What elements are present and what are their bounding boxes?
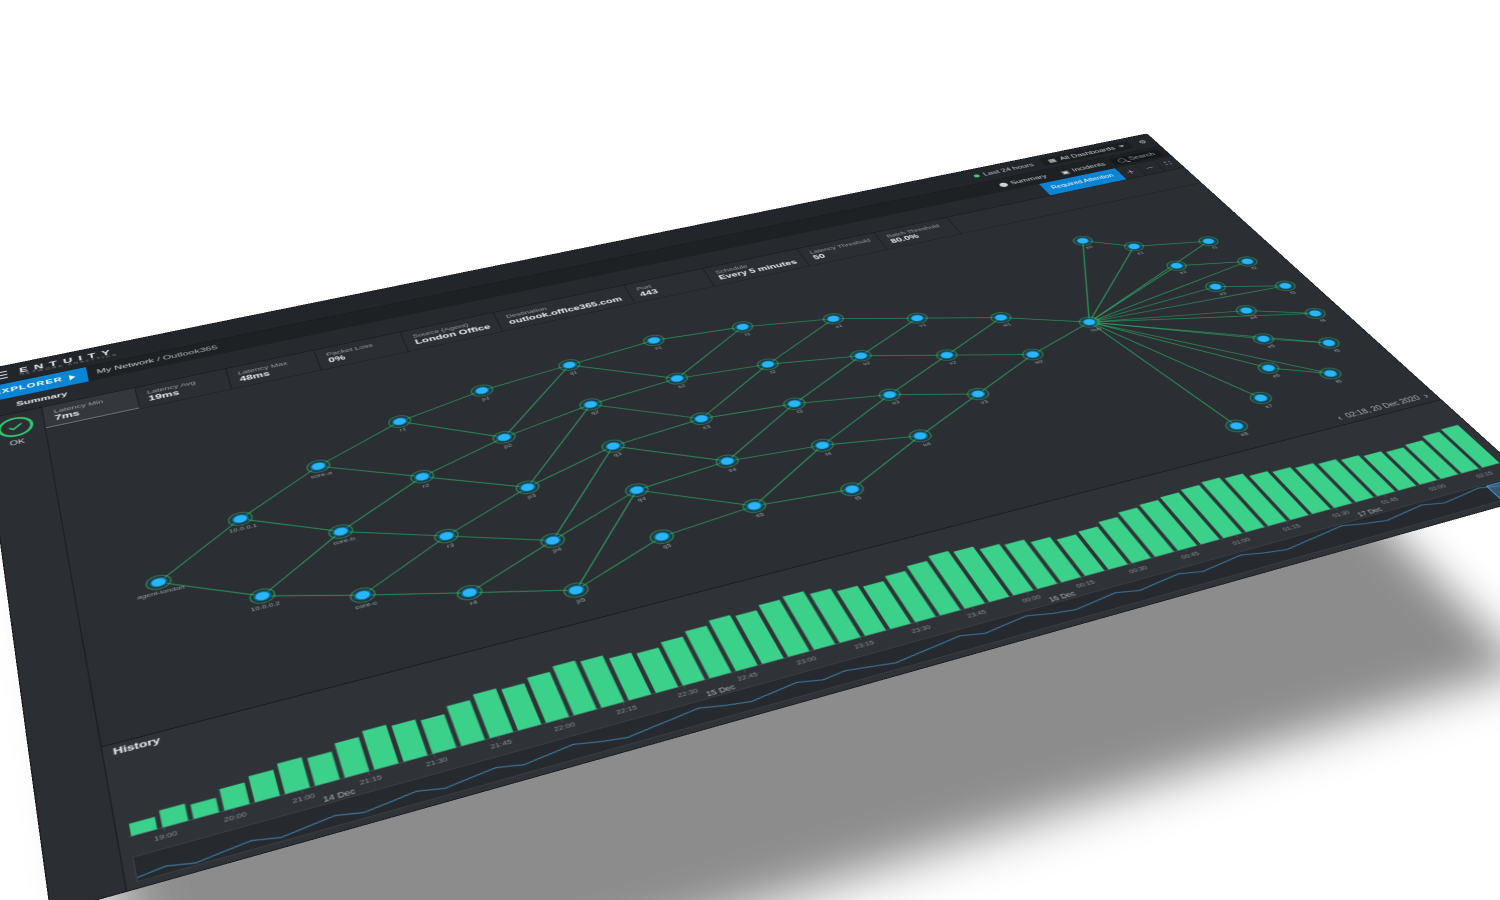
svg-text:e0: e0 [1085, 245, 1094, 249]
incidents-icon: ▣ [1059, 169, 1072, 176]
status-text: OK [9, 438, 25, 447]
svg-text:s3: s3 [702, 425, 712, 431]
svg-text:22:30: 22:30 [677, 688, 700, 699]
svg-text:t3: t3 [796, 410, 804, 415]
svg-text:00:30: 00:30 [1128, 565, 1149, 575]
svg-text:e1: e1 [1136, 251, 1145, 255]
svg-text:f4: f4 [1319, 319, 1327, 323]
svg-text:e7: e7 [1264, 404, 1274, 409]
svg-text:21:15: 21:15 [359, 775, 383, 787]
svg-text:01:15: 01:15 [1282, 524, 1303, 533]
svg-text:02:15: 02:15 [1475, 471, 1495, 480]
svg-text:01:30: 01:30 [1331, 510, 1352, 519]
status-dot-icon [973, 174, 981, 178]
svg-text:01:45: 01:45 [1380, 497, 1400, 506]
svg-text:s1: s1 [654, 346, 663, 351]
svg-text:f5: f5 [1333, 349, 1342, 354]
svg-text:t1: t1 [744, 332, 752, 337]
svg-text:v3: v3 [980, 400, 990, 405]
svg-text:t4: t4 [824, 452, 832, 457]
svg-text:e6: e6 [1272, 374, 1282, 379]
svg-text:23:45: 23:45 [966, 609, 988, 619]
svg-text:e2: e2 [1179, 271, 1188, 276]
svg-text:t5: t5 [854, 496, 863, 502]
svg-text:p3: p3 [527, 494, 537, 500]
svg-text:q1: q1 [569, 371, 578, 376]
svg-text:r1: r1 [399, 428, 407, 433]
svg-text:p4: p4 [552, 548, 562, 555]
settings-icon[interactable]: ⚙ [1137, 139, 1149, 145]
svg-text:p2: p2 [503, 444, 513, 450]
svg-text:f6: f6 [1335, 379, 1344, 384]
svg-text:e4: e4 [1249, 316, 1259, 321]
svg-text:f2: f2 [1251, 266, 1259, 270]
svg-text:20:00: 20:00 [223, 812, 247, 825]
chevron-right-icon [68, 374, 75, 380]
svg-text:02:00: 02:00 [1428, 484, 1448, 493]
svg-text:23:00: 23:00 [796, 656, 818, 667]
svg-text:agent-london: agent-london [137, 585, 186, 601]
svg-text:e3: e3 [1218, 292, 1228, 297]
svg-text:u1: u1 [834, 324, 843, 329]
svg-text:00:45: 00:45 [1180, 551, 1201, 560]
svg-text:s5: s5 [755, 513, 765, 519]
svg-text:q4: q4 [637, 497, 647, 503]
svg-text:23:30: 23:30 [910, 625, 932, 635]
svg-text:v1: v1 [919, 324, 928, 329]
svg-text:f3: f3 [1289, 291, 1297, 295]
check-icon [5, 420, 25, 434]
svg-text:22:15: 22:15 [616, 705, 639, 716]
svg-text:u2: u2 [862, 361, 872, 366]
svg-text:w1: w1 [1001, 323, 1013, 328]
menu-icon[interactable] [0, 370, 8, 381]
svg-text:23:15: 23:15 [854, 640, 876, 651]
svg-text:e5: e5 [1267, 344, 1277, 349]
svg-text:q3: q3 [613, 452, 623, 458]
chevron-down-icon [1118, 145, 1126, 148]
svg-text:r2: r2 [422, 483, 430, 489]
svg-text:s4: s4 [728, 468, 738, 474]
svg-text:v2: v2 [949, 361, 958, 366]
svg-text:r3: r3 [446, 543, 455, 549]
svg-text:e8: e8 [1240, 432, 1251, 438]
status-ok-badge [0, 414, 34, 440]
svg-text:w2: w2 [1033, 360, 1045, 366]
svg-text:t2: t2 [769, 370, 777, 375]
svg-text:q2: q2 [591, 410, 601, 415]
svg-text:f1: f1 [1212, 246, 1220, 250]
svg-text:u3: u3 [891, 401, 901, 406]
svg-text:01:00: 01:00 [1231, 537, 1252, 546]
svg-text:p5: p5 [576, 598, 587, 605]
svg-text:q5: q5 [662, 544, 673, 550]
svg-text:19:00: 19:00 [154, 831, 178, 844]
search-icon [1116, 158, 1127, 163]
svg-text:21:45: 21:45 [490, 739, 513, 751]
grid-icon: ▦ [1046, 157, 1059, 163]
svg-text:21:30: 21:30 [425, 757, 449, 769]
svg-text:u4: u4 [922, 442, 932, 448]
svg-text:r4: r4 [470, 600, 479, 607]
svg-text:hub: hub [1090, 327, 1103, 333]
svg-text:22:00: 22:00 [553, 722, 576, 734]
svg-text:p1: p1 [481, 396, 490, 401]
svg-text:s2: s2 [678, 384, 687, 389]
svg-text:00:15: 00:15 [1075, 580, 1096, 590]
svg-text:21:00: 21:00 [292, 793, 316, 805]
svg-text:22:45: 22:45 [737, 672, 759, 683]
svg-text:00:00: 00:00 [1021, 594, 1043, 604]
